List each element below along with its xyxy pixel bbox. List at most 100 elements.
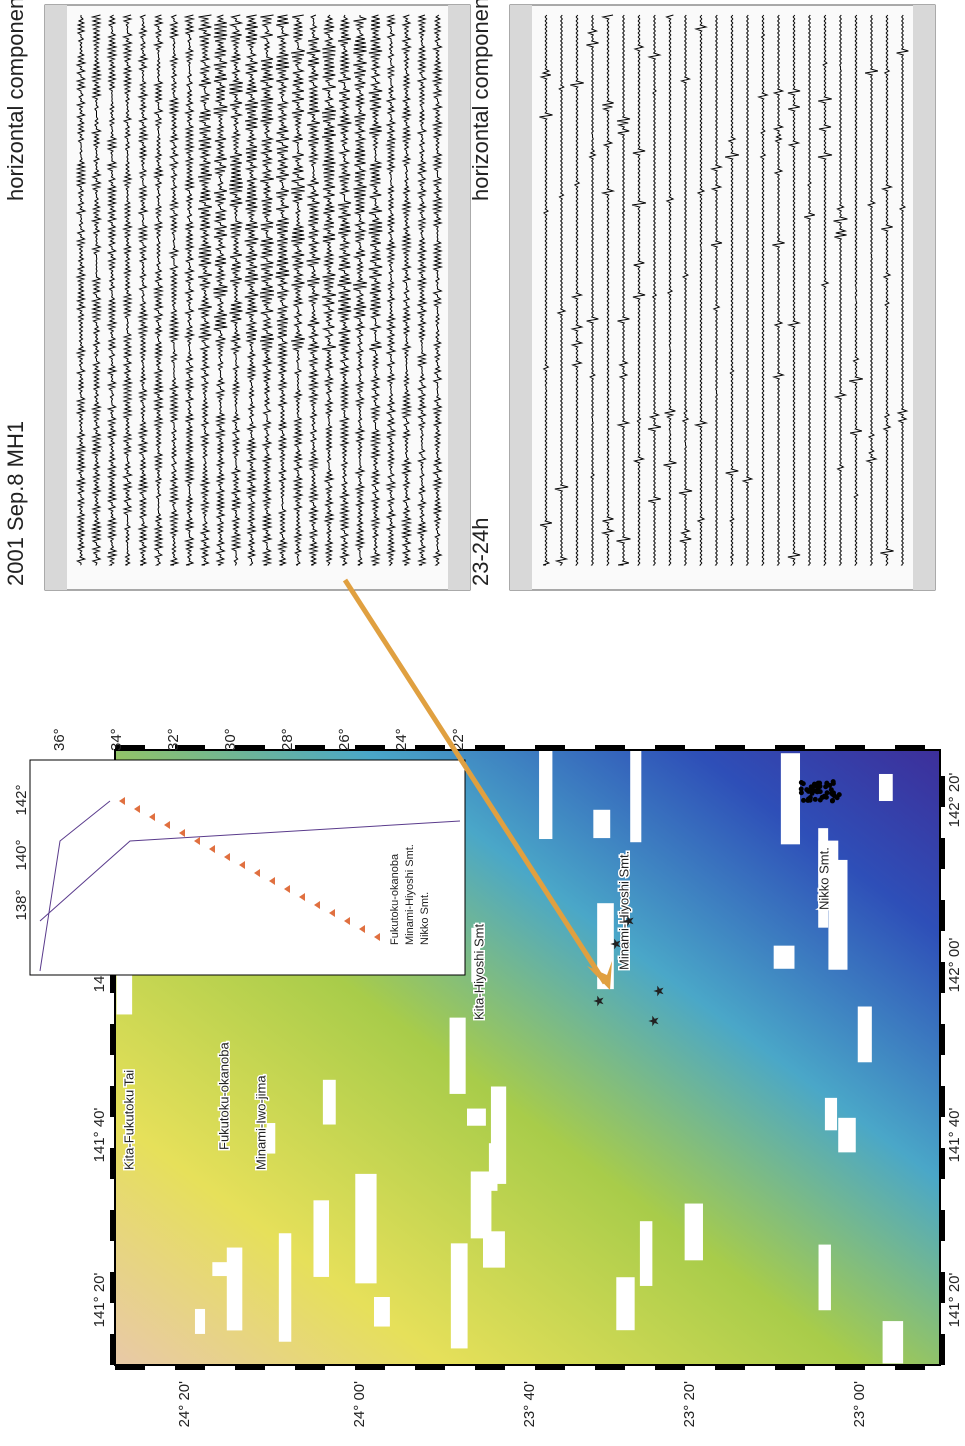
inset-label: Nikko Smt. bbox=[419, 892, 431, 945]
place-label: Kita-Fukutoku Tai bbox=[121, 1070, 136, 1170]
frame-tick bbox=[775, 1365, 805, 1370]
no-data-strip bbox=[279, 1233, 291, 1341]
no-data-strip bbox=[685, 1204, 703, 1261]
panel-label: horizontal component bbox=[468, 0, 493, 201]
epicenter bbox=[821, 795, 826, 800]
frame-tick bbox=[115, 1365, 145, 1370]
frame-tick bbox=[175, 1365, 205, 1370]
toolbar bbox=[45, 5, 67, 590]
figure: 2001 Sep.8 MH1horizontal component23-24h… bbox=[0, 0, 965, 1441]
frame-tick bbox=[475, 1365, 505, 1370]
frame-tick bbox=[415, 1365, 445, 1370]
frame-tick bbox=[235, 745, 265, 750]
frame-tick bbox=[595, 1365, 625, 1370]
no-data-strip bbox=[774, 946, 795, 969]
epicenter bbox=[799, 786, 804, 791]
no-data-strip bbox=[630, 748, 641, 842]
no-data-strip bbox=[195, 1309, 205, 1334]
frame-tick bbox=[940, 1024, 945, 1055]
latitude-label: 23° 00' bbox=[851, 1381, 868, 1428]
epicenter bbox=[815, 789, 820, 794]
epicenter bbox=[837, 792, 842, 797]
epicenter bbox=[829, 791, 834, 796]
frame-tick bbox=[940, 1148, 945, 1179]
no-data-strip bbox=[374, 1297, 390, 1327]
inset-latitude: 28° bbox=[279, 728, 296, 751]
no-data-strip bbox=[451, 1243, 468, 1348]
longitude-label: 142° 00' bbox=[946, 937, 963, 992]
no-data-strip bbox=[467, 1109, 486, 1126]
longitude-label: 141° 20' bbox=[91, 1272, 108, 1327]
frame-tick bbox=[835, 745, 865, 750]
volcano-star: ★ bbox=[591, 995, 607, 1008]
place-label: Minami-Hiyoshi Smt. bbox=[616, 851, 631, 970]
frame-tick bbox=[940, 838, 945, 869]
epicenter bbox=[812, 782, 817, 787]
inset-longitude: 140° bbox=[13, 839, 30, 870]
frame-tick bbox=[940, 776, 945, 807]
inset-longitude: 138° bbox=[13, 889, 30, 920]
place-label: Kita-Hiyoshi Smt bbox=[471, 924, 486, 1020]
epicenter bbox=[830, 798, 835, 803]
frame-tick bbox=[355, 745, 385, 750]
frame-tick bbox=[295, 745, 325, 750]
longitude-label: 141° 40' bbox=[946, 1107, 963, 1162]
frame-tick bbox=[110, 1210, 115, 1241]
epicenter bbox=[805, 798, 810, 803]
no-data-strip bbox=[838, 1118, 856, 1153]
no-data-strip bbox=[471, 1171, 492, 1238]
latitude-label: 24° 00' bbox=[351, 1381, 368, 1428]
frame-tick bbox=[110, 1272, 115, 1303]
epicenter bbox=[801, 781, 806, 786]
frame-tick bbox=[895, 1365, 925, 1370]
no-data-strip bbox=[483, 1231, 505, 1267]
frame-tick bbox=[110, 1086, 115, 1117]
longitude-label: 141° 20' bbox=[946, 1272, 963, 1327]
no-data-strip bbox=[883, 1321, 904, 1363]
frame-tick bbox=[940, 1334, 945, 1365]
inset-latitude: 36° bbox=[51, 728, 68, 751]
no-data-strip bbox=[450, 1018, 466, 1094]
volcano-star: ★ bbox=[608, 938, 624, 951]
frame-tick bbox=[940, 962, 945, 993]
no-data-strip bbox=[355, 1174, 376, 1283]
inset-latitude: 24° bbox=[393, 728, 410, 751]
no-data-strip bbox=[489, 1143, 498, 1191]
frame-tick bbox=[655, 1365, 685, 1370]
frame-tick bbox=[535, 1365, 565, 1370]
frame-tick bbox=[775, 745, 805, 750]
no-data-strip bbox=[593, 810, 610, 838]
no-data-strip bbox=[825, 1098, 837, 1130]
toolbar bbox=[510, 5, 532, 590]
frame-tick bbox=[415, 745, 445, 750]
place-label: Fukutoku-okanoba bbox=[216, 1042, 231, 1150]
longitude-label: 141° 40' bbox=[91, 1107, 108, 1162]
inset-longitude: 142° bbox=[13, 784, 30, 815]
panel-title: 23-24h bbox=[468, 517, 493, 586]
no-data-strip bbox=[879, 774, 893, 801]
latitude-label: 23° 40' bbox=[521, 1381, 538, 1428]
frame-tick bbox=[835, 1365, 865, 1370]
frame-tick bbox=[295, 1365, 325, 1370]
epicenter bbox=[817, 781, 822, 786]
epicenter bbox=[813, 797, 818, 802]
no-data-strip bbox=[323, 1080, 336, 1125]
frame-tick bbox=[475, 745, 505, 750]
frame-tick bbox=[940, 1086, 945, 1117]
frame-tick bbox=[110, 1334, 115, 1365]
epicenter bbox=[831, 779, 836, 784]
frame-tick bbox=[535, 745, 565, 750]
no-data-strip bbox=[227, 1248, 243, 1331]
latitude-label: 23° 20' bbox=[681, 1381, 698, 1428]
frame-tick bbox=[715, 745, 745, 750]
no-data-strip bbox=[212, 1262, 234, 1276]
statusbar bbox=[448, 5, 470, 590]
place-label: Minami-Iwo-jima bbox=[253, 1075, 268, 1170]
volcano-star: ★ bbox=[646, 1015, 662, 1028]
no-data-strip bbox=[858, 1007, 872, 1063]
inset-latitude: 30° bbox=[222, 728, 239, 751]
panel-label: horizontal component bbox=[3, 0, 28, 201]
frame-tick bbox=[110, 1024, 115, 1055]
frame-tick bbox=[940, 1272, 945, 1303]
